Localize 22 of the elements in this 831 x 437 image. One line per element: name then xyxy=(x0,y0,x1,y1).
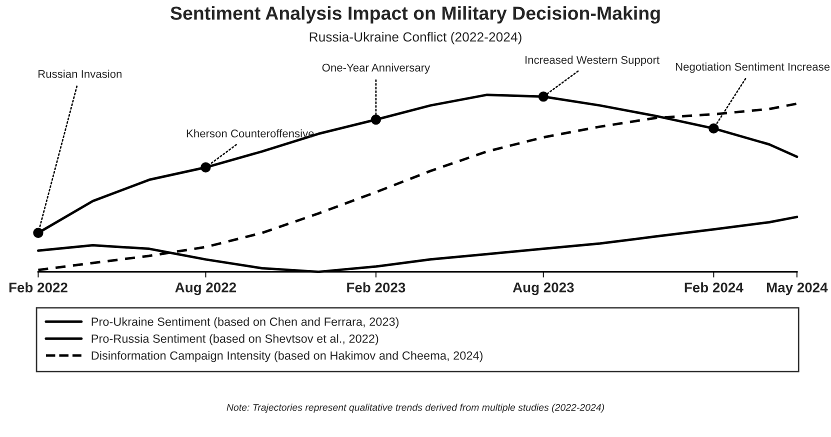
point xyxy=(370,114,382,125)
legend-label: Disinformation Campaign Intensity (based on Hakimov and Cheema, 2024) xyxy=(92,351,483,362)
text: Note: Trajectories represent qualitative trends derived from multiple studies (2022-2024) xyxy=(226,404,604,413)
point xyxy=(538,92,548,102)
legend-label: Pro-Ukraine Sentiment (based on Chen and Ferrara, 2023) xyxy=(92,317,399,328)
x-tick-label: Aug 2022 xyxy=(175,282,236,296)
point xyxy=(708,123,719,134)
chart-subtitle: Russia-Ukraine Conflict (2022-2024) xyxy=(310,32,522,44)
x-tick-label: Feb 2024 xyxy=(684,282,744,292)
x-tick-label: May 2024 xyxy=(766,282,828,296)
annotation: Negotiation Sentiment Increase xyxy=(676,62,830,73)
annotation: One-Year Anniversary xyxy=(322,63,430,74)
x-tick-label: Aug 2023 xyxy=(512,282,574,296)
point xyxy=(200,162,211,172)
chart-title: Sentiment Analysis Impact on Military Decision-Making xyxy=(170,6,660,24)
x-tick-label: Feb 2023 xyxy=(347,282,406,292)
point xyxy=(33,228,44,238)
annotation: Kherson Counteroffensive xyxy=(186,129,314,138)
legend-label: Pro-Russia Sentiment (based on Shevtsov et al., 2022) xyxy=(92,334,378,346)
annotation: Russian Invasion xyxy=(38,70,122,78)
annotation: Increased Western Support xyxy=(526,56,660,66)
x-tick-label: Feb 2022 xyxy=(9,282,68,292)
